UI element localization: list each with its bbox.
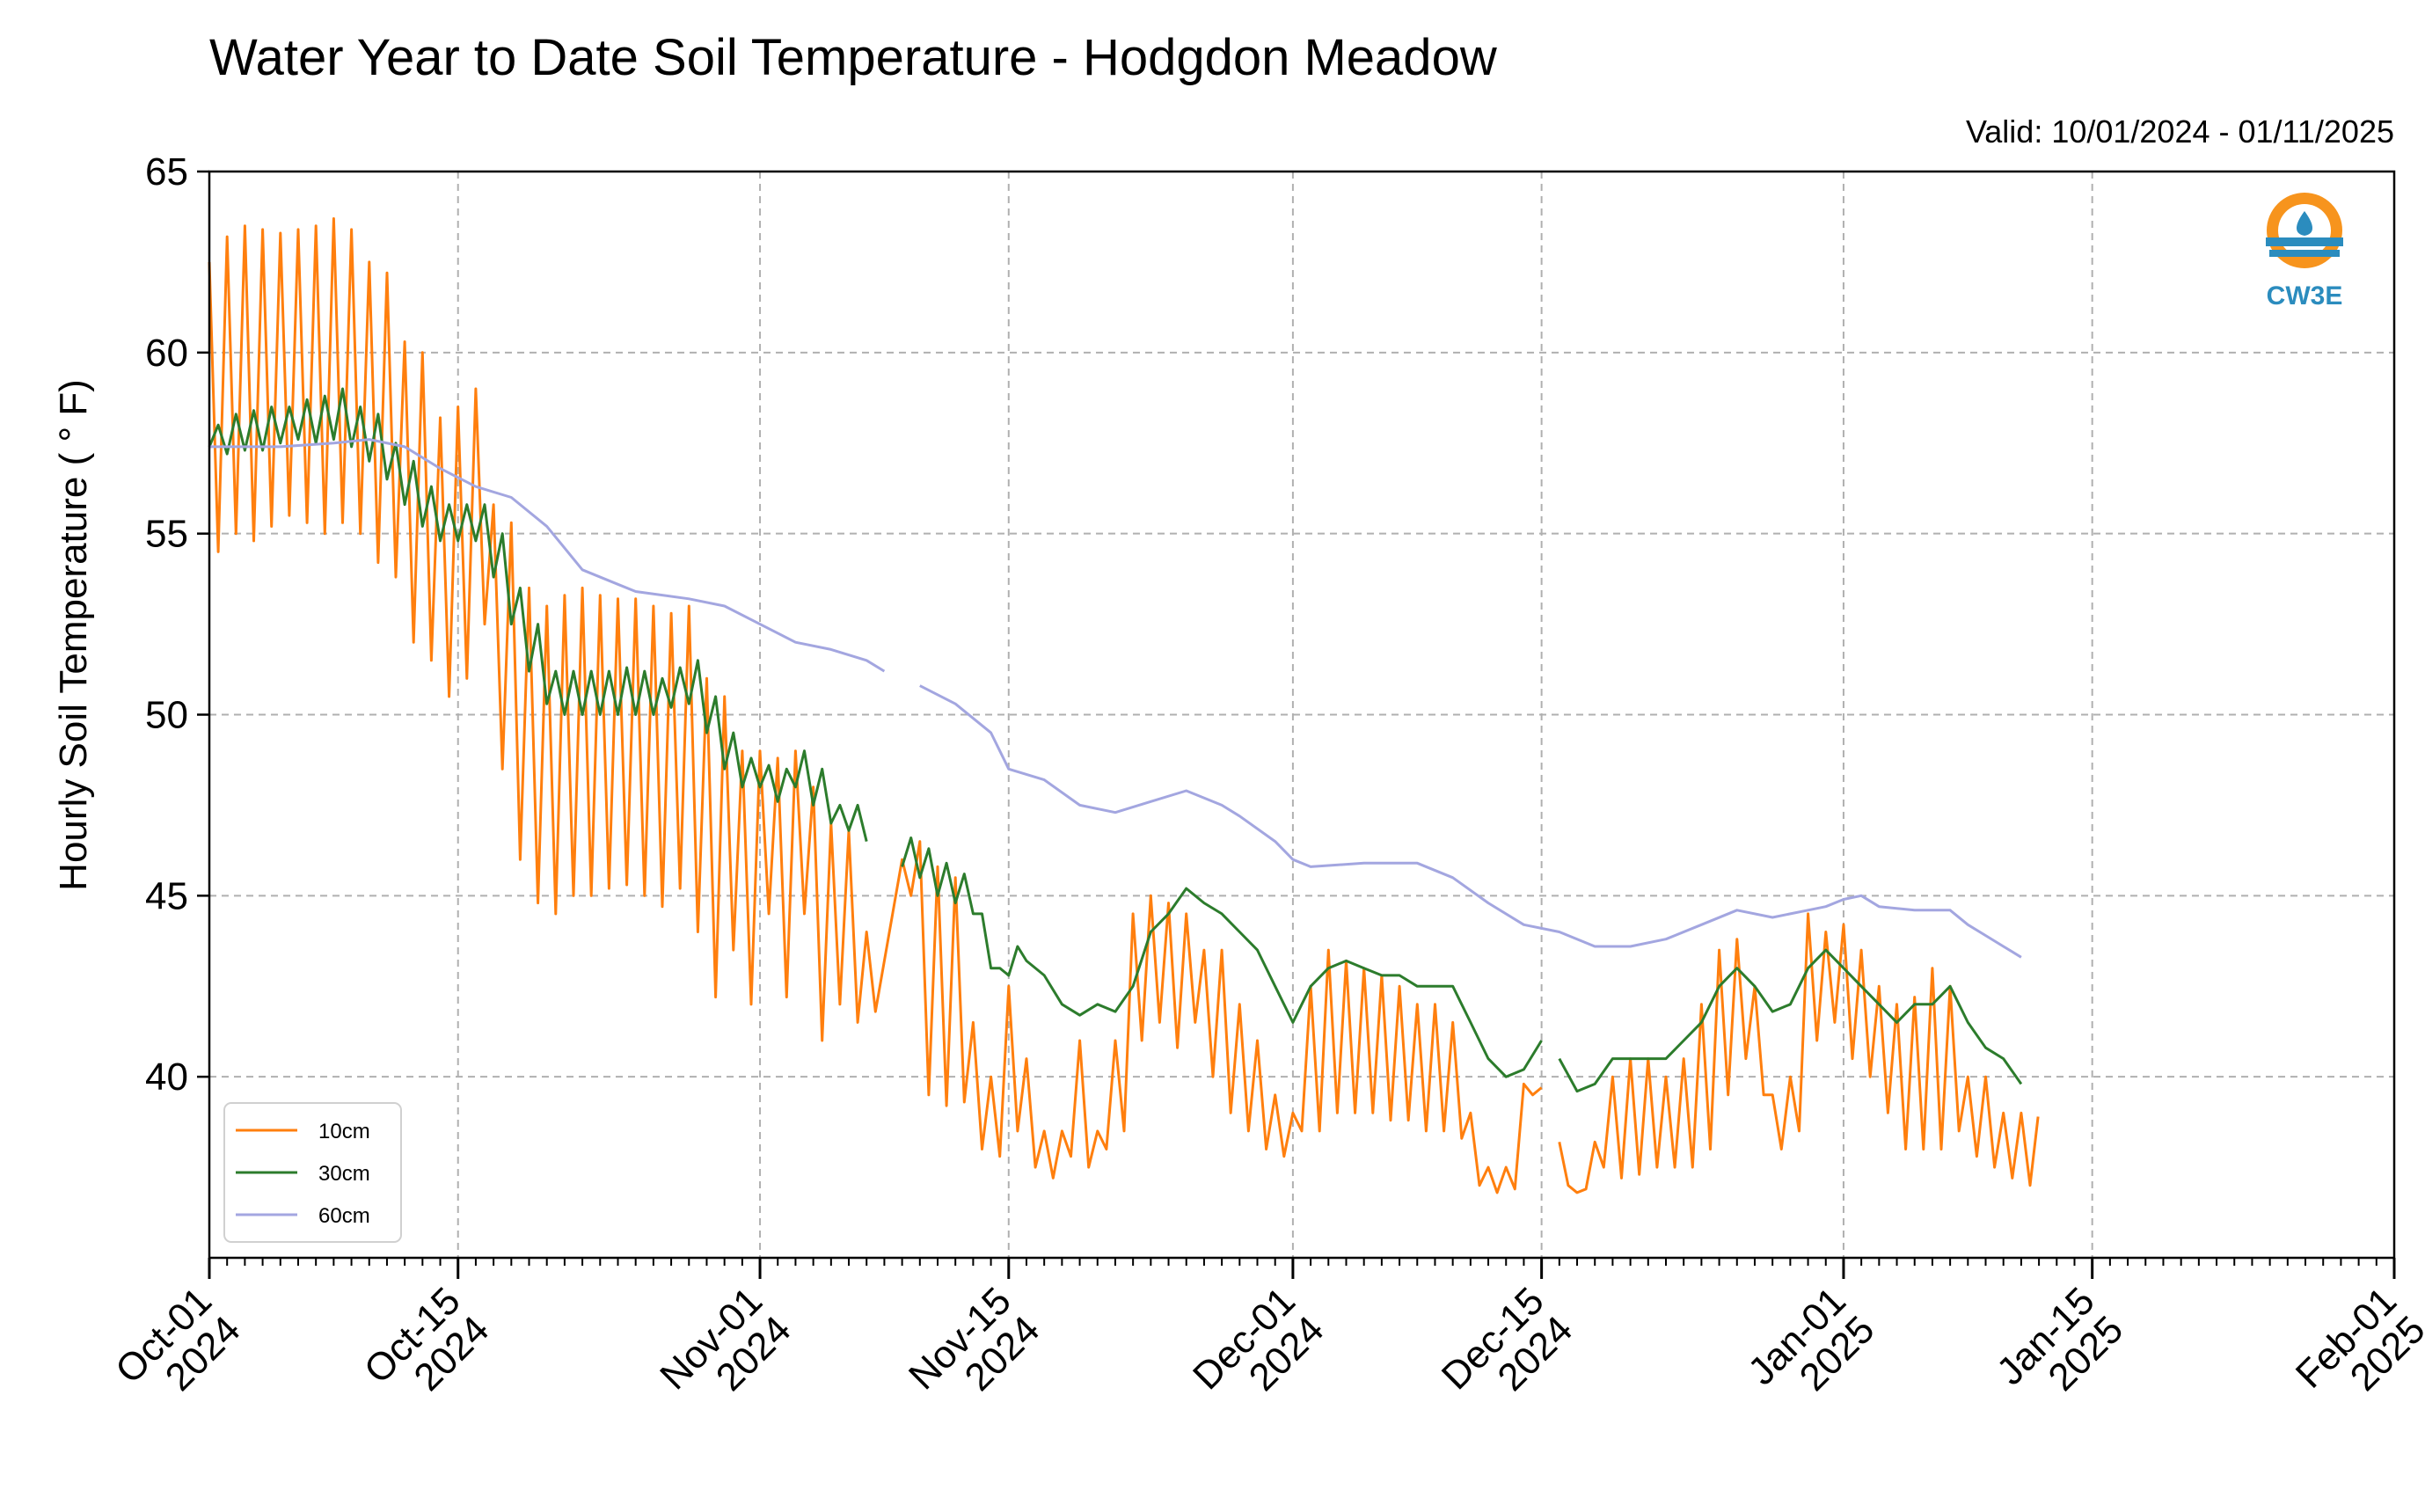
- legend-frame: [223, 1102, 402, 1243]
- series-line-30cm: [208, 387, 868, 842]
- y-tick-label: 65: [145, 150, 188, 194]
- series-10cm: [208, 217, 2040, 1194]
- y-tick-label: 55: [145, 513, 188, 556]
- legend-label-10cm: 10cm: [318, 1120, 370, 1143]
- series-line-60cm: [919, 684, 2022, 959]
- series-line-30cm: [901, 836, 1543, 1078]
- legend-label-60cm: 60cm: [318, 1204, 370, 1228]
- y-tick-label: 50: [145, 694, 188, 737]
- y-axis-label: Hourly Soil Temperature ( ° F): [52, 379, 95, 891]
- series-line-60cm: [209, 438, 886, 673]
- logo-text: CW3E: [2267, 281, 2343, 310]
- axes: [197, 170, 2396, 1279]
- series-line-10cm: [208, 217, 1543, 1194]
- logo-water-drop-icon: [2297, 211, 2312, 236]
- legend: 10cm 30cm 60cm: [223, 1102, 402, 1243]
- logo-wave-band: [2266, 237, 2343, 246]
- y-tick-labels: 40 45 50 55 60 65: [145, 150, 188, 1099]
- logo-wave-band: [2269, 250, 2340, 257]
- series-30cm: [208, 387, 2023, 1093]
- cw3e-logo: CW3E: [2266, 193, 2343, 310]
- y-tick-label: 60: [145, 332, 188, 375]
- chart-subtitle: Valid: 10/01/2024 - 01/11/2025: [1966, 113, 2394, 150]
- y-tick-label: 40: [145, 1055, 188, 1099]
- series-60cm: [209, 438, 2022, 959]
- series-line-10cm: [1558, 912, 2040, 1194]
- series-line-30cm: [1558, 948, 2023, 1093]
- legend-label-30cm: 30cm: [318, 1162, 370, 1186]
- y-tick-label: 45: [145, 874, 188, 917]
- chart-title: Water Year to Date Soil Temperature - Ho…: [209, 29, 1498, 86]
- series-group: [208, 217, 2040, 1194]
